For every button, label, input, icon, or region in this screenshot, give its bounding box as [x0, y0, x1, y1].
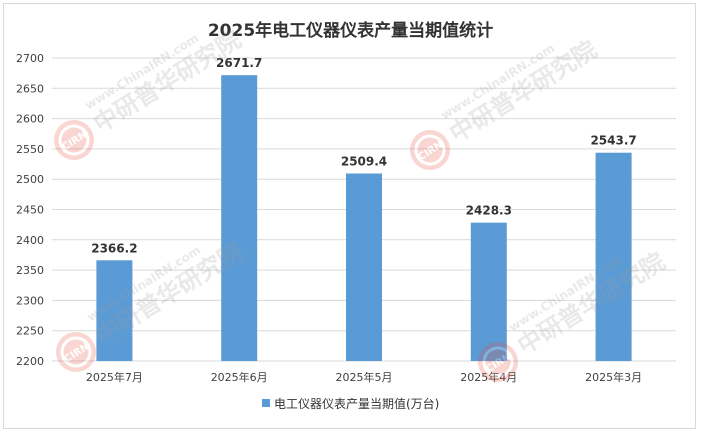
chart-title: 2025年电工仪器仪表产量当期值统计	[207, 21, 494, 41]
y-tick-label: 2450	[16, 204, 44, 217]
data-label: 2671.7	[216, 56, 262, 70]
y-tick-label: 2300	[16, 294, 44, 307]
x-axis-ticks: 2025年7月 2025年6月 2025年5月 2025年4月 2025年3月	[86, 370, 642, 384]
x-tick-label: 2025年5月	[336, 370, 393, 384]
data-labels: 2366.2 2671.7 2509.4 2428.3 2543.7	[91, 56, 637, 255]
legend-label[interactable]: 电工仪器仪表产量当期值(万台)	[274, 396, 439, 411]
y-axis-ticks: 2200 2250 2300 2350 2400 2450 2500 2550 2600 2650…	[16, 52, 44, 368]
bar[interactable]	[595, 152, 632, 361]
y-tick-label: 2700	[16, 52, 44, 65]
data-label: 2543.7	[590, 134, 636, 148]
data-label: 2366.2	[91, 241, 137, 255]
y-tick-label: 2250	[16, 325, 44, 338]
bar[interactable]	[221, 75, 258, 361]
data-label: 2509.4	[341, 155, 387, 169]
x-tick-label: 2025年4月	[460, 370, 517, 384]
x-tick-label: 2025年3月	[585, 370, 642, 384]
x-tick-label: 2025年6月	[211, 370, 268, 384]
watermark-logo-icon	[478, 342, 518, 382]
bar[interactable]	[96, 260, 133, 361]
x-tick-label: 2025年7月	[86, 370, 143, 384]
watermark-logo-icon	[410, 130, 450, 170]
y-tick-label: 2650	[16, 82, 44, 95]
y-tick-label: 2500	[16, 173, 44, 186]
y-tick-label: 2550	[16, 143, 44, 156]
y-tick-label: 2200	[16, 355, 44, 368]
bar[interactable]	[346, 173, 382, 361]
legend-swatch	[262, 399, 270, 407]
bars	[96, 75, 632, 361]
y-tick-label: 2600	[16, 113, 44, 126]
watermark-logo-icon	[54, 120, 94, 160]
data-label: 2428.3	[466, 204, 512, 218]
bar[interactable]	[470, 222, 507, 361]
watermark-logo-icon	[56, 332, 96, 372]
legend: 电工仪器仪表产量当期值(万台)	[262, 396, 439, 411]
y-tick-label: 2400	[16, 234, 44, 247]
y-tick-label: 2350	[16, 264, 44, 277]
